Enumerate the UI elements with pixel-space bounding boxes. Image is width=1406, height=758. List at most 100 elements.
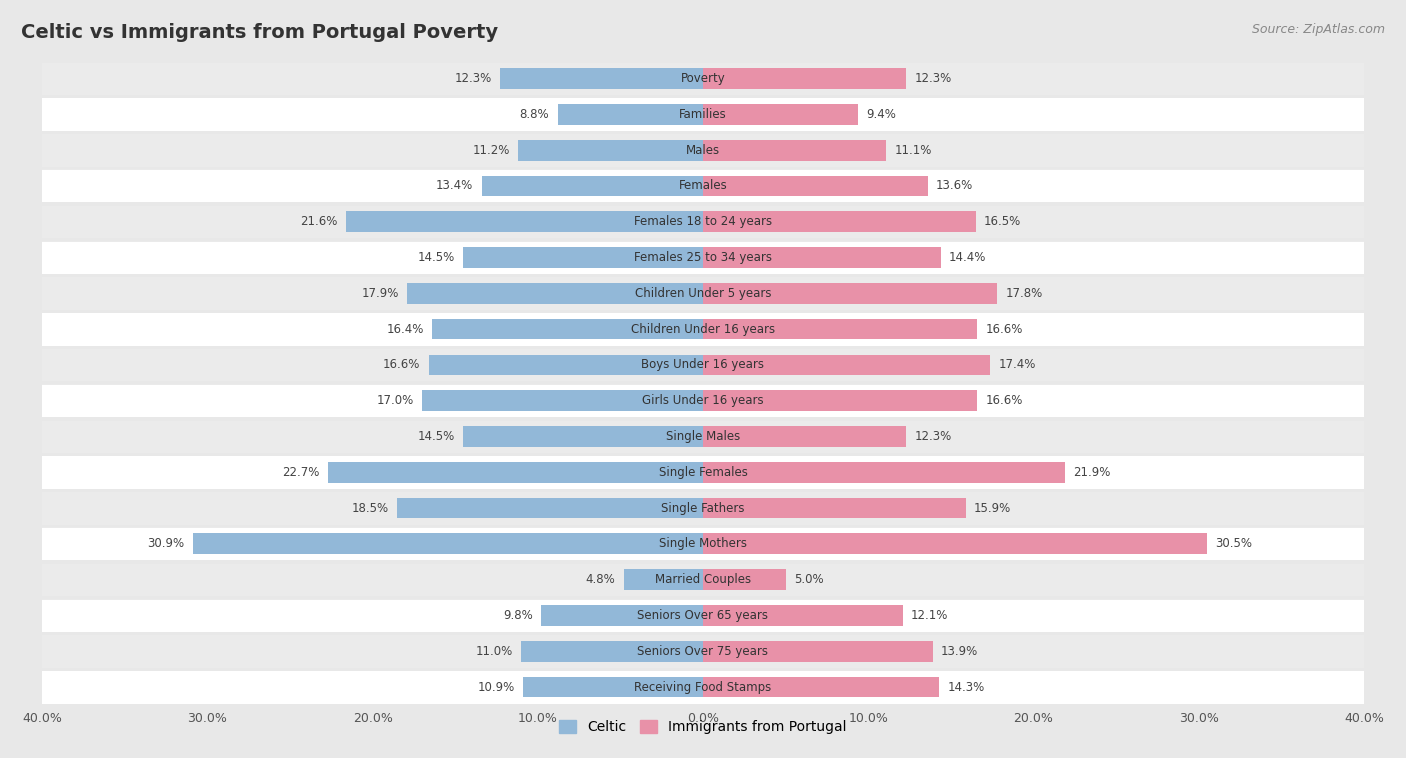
Bar — [703, 247, 941, 268]
Bar — [346, 211, 703, 232]
Bar — [703, 283, 997, 304]
Text: 11.2%: 11.2% — [472, 143, 510, 157]
Text: 16.6%: 16.6% — [986, 394, 1024, 407]
Bar — [42, 384, 1364, 417]
Bar — [42, 62, 1364, 95]
Bar — [703, 211, 976, 232]
Bar — [703, 462, 1064, 483]
Text: Girls Under 16 years: Girls Under 16 years — [643, 394, 763, 407]
Text: 15.9%: 15.9% — [974, 502, 1011, 515]
Text: 14.4%: 14.4% — [949, 251, 987, 264]
Text: Single Fathers: Single Fathers — [661, 502, 745, 515]
Text: 16.5%: 16.5% — [984, 215, 1021, 228]
Text: Females 25 to 34 years: Females 25 to 34 years — [634, 251, 772, 264]
Text: Females: Females — [679, 180, 727, 193]
Bar — [42, 170, 1364, 202]
Bar — [328, 462, 703, 483]
Bar — [42, 277, 1364, 310]
Text: 9.8%: 9.8% — [503, 609, 533, 622]
Bar — [703, 569, 786, 590]
Text: 17.0%: 17.0% — [377, 394, 413, 407]
Bar — [703, 498, 966, 518]
Bar — [42, 205, 1364, 238]
Bar — [193, 534, 703, 554]
Bar — [541, 605, 703, 626]
Text: 11.1%: 11.1% — [894, 143, 932, 157]
Text: Children Under 16 years: Children Under 16 years — [631, 323, 775, 336]
Bar — [523, 677, 703, 697]
Text: Poverty: Poverty — [681, 72, 725, 85]
Legend: Celtic, Immigrants from Portugal: Celtic, Immigrants from Portugal — [554, 715, 852, 740]
Bar — [464, 247, 703, 268]
Text: Seniors Over 65 years: Seniors Over 65 years — [637, 609, 769, 622]
Text: Boys Under 16 years: Boys Under 16 years — [641, 359, 765, 371]
Text: 17.8%: 17.8% — [1005, 287, 1043, 300]
Text: 21.6%: 21.6% — [301, 215, 337, 228]
Bar — [422, 390, 703, 411]
Bar — [42, 492, 1364, 525]
Bar — [42, 241, 1364, 274]
Text: Families: Families — [679, 108, 727, 121]
Bar — [429, 355, 703, 375]
Bar — [482, 176, 703, 196]
Text: 13.4%: 13.4% — [436, 180, 474, 193]
Bar — [703, 139, 886, 161]
Text: Receiving Food Stamps: Receiving Food Stamps — [634, 681, 772, 694]
Bar — [42, 671, 1364, 703]
Text: 4.8%: 4.8% — [586, 573, 616, 586]
Text: 5.0%: 5.0% — [794, 573, 824, 586]
Text: 8.8%: 8.8% — [520, 108, 550, 121]
Bar — [42, 133, 1364, 167]
Text: 12.3%: 12.3% — [454, 72, 492, 85]
Bar — [42, 528, 1364, 560]
Text: 16.6%: 16.6% — [986, 323, 1024, 336]
Bar — [42, 312, 1364, 346]
Bar — [398, 498, 703, 518]
Text: 11.0%: 11.0% — [475, 645, 513, 658]
Bar — [42, 634, 1364, 668]
Bar — [432, 318, 703, 340]
Text: 18.5%: 18.5% — [352, 502, 389, 515]
Text: 13.9%: 13.9% — [941, 645, 979, 658]
Bar — [42, 349, 1364, 381]
Bar — [558, 104, 703, 125]
Bar — [42, 420, 1364, 453]
Text: Children Under 5 years: Children Under 5 years — [634, 287, 772, 300]
Text: 16.4%: 16.4% — [387, 323, 423, 336]
Text: Males: Males — [686, 143, 720, 157]
Bar — [42, 98, 1364, 131]
Text: 9.4%: 9.4% — [866, 108, 897, 121]
Text: 14.5%: 14.5% — [418, 251, 456, 264]
Bar — [703, 355, 990, 375]
Text: 30.9%: 30.9% — [148, 537, 184, 550]
Bar — [703, 534, 1206, 554]
Bar — [42, 456, 1364, 489]
Text: Seniors Over 75 years: Seniors Over 75 years — [637, 645, 769, 658]
Text: 14.3%: 14.3% — [948, 681, 984, 694]
Text: 10.9%: 10.9% — [478, 681, 515, 694]
Bar — [703, 605, 903, 626]
Bar — [42, 563, 1364, 596]
Text: 13.6%: 13.6% — [936, 180, 973, 193]
Text: 17.9%: 17.9% — [361, 287, 399, 300]
Text: 16.6%: 16.6% — [382, 359, 420, 371]
Text: Females 18 to 24 years: Females 18 to 24 years — [634, 215, 772, 228]
Bar — [703, 641, 932, 662]
Text: Single Males: Single Males — [666, 430, 740, 443]
Bar — [408, 283, 703, 304]
Bar — [703, 318, 977, 340]
Text: 22.7%: 22.7% — [283, 465, 319, 479]
Bar — [499, 68, 703, 89]
Text: 17.4%: 17.4% — [998, 359, 1036, 371]
Bar — [517, 139, 703, 161]
Bar — [522, 641, 703, 662]
Text: 21.9%: 21.9% — [1073, 465, 1111, 479]
Bar — [464, 426, 703, 447]
Text: 14.5%: 14.5% — [418, 430, 456, 443]
Text: Married Couples: Married Couples — [655, 573, 751, 586]
Bar — [703, 68, 907, 89]
Text: Source: ZipAtlas.com: Source: ZipAtlas.com — [1251, 23, 1385, 36]
Bar — [624, 569, 703, 590]
Text: 12.3%: 12.3% — [914, 430, 952, 443]
Bar — [42, 599, 1364, 632]
